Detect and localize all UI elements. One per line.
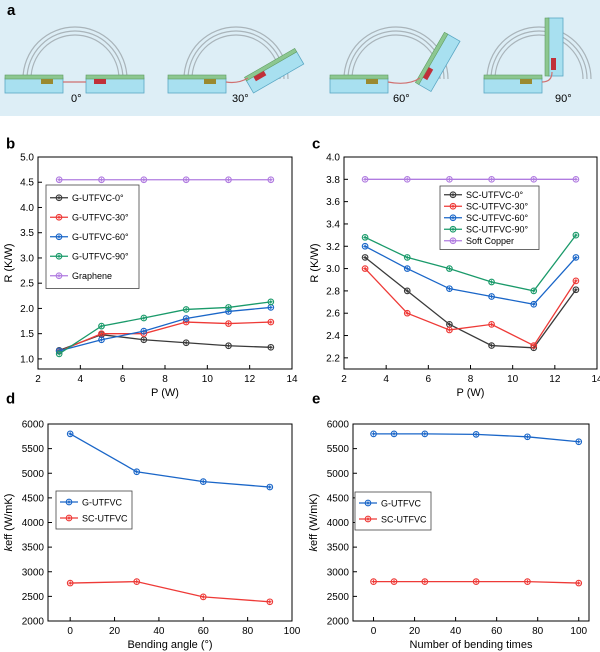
data-point	[183, 177, 189, 183]
x-tick-label: 8	[162, 374, 168, 385]
legend-entry: G-UTFVC-0°	[72, 193, 124, 203]
x-tick-label: 10	[202, 374, 214, 385]
y-tick-label: 5.0	[20, 153, 34, 164]
data-point-ring	[140, 327, 148, 335]
data-point-ring	[225, 320, 232, 327]
legend-swatch-marker	[56, 273, 62, 279]
legend-entry: G-UTFVC-30°	[72, 213, 129, 223]
data-point-ring	[267, 343, 275, 351]
data-point	[56, 351, 62, 357]
legend-swatch-marker-ring	[55, 233, 63, 241]
y-tick-label: 1.5	[20, 329, 34, 340]
y-tick-label: 2.0	[20, 304, 34, 315]
data-point	[268, 299, 274, 305]
y-axis-label: R (K/W)	[3, 243, 15, 282]
angle-label-30: 30°	[232, 93, 249, 105]
x-tick-label: 12	[244, 374, 256, 385]
angle-label-0: 0°	[71, 93, 82, 105]
data-point-ring	[267, 318, 275, 326]
data-point-ring	[182, 306, 190, 313]
angle-label-60: 60°	[393, 93, 410, 105]
data-point	[226, 305, 231, 310]
y-tick-label: 4.5	[20, 178, 34, 189]
data-point	[226, 343, 231, 349]
legend-swatch-marker	[56, 195, 62, 201]
data-point	[141, 177, 147, 183]
data-point-ring	[98, 322, 105, 330]
data-point-ring	[267, 298, 275, 306]
data-point	[268, 344, 274, 350]
legend: G-UTFVC-0° G-UTFVC-30° G-UTFVC-60° G-UTFVC-…	[45, 184, 140, 289]
data-point-ring	[140, 314, 148, 322]
y-tick-label: 3.5	[20, 228, 34, 239]
legend-swatch-marker-ring	[55, 213, 63, 221]
data-point	[183, 340, 189, 346]
series-line	[58, 301, 271, 355]
data-point	[226, 309, 231, 314]
data-point	[183, 316, 189, 321]
x-tick-label: 4	[78, 374, 84, 385]
x-tick-label: 14	[286, 374, 298, 385]
x-tick-label: 2	[35, 374, 41, 385]
diagram-60-degree	[329, 26, 461, 94]
legend-entry: G-UTFVC-90°	[72, 252, 129, 262]
legend-swatch-marker	[56, 234, 62, 240]
data-point-ring	[225, 342, 232, 350]
data-point	[99, 323, 104, 329]
diagram-90-degree	[483, 17, 592, 94]
data-point	[141, 328, 147, 334]
data-point-ring	[98, 336, 105, 344]
legend-swatch-marker-ring	[55, 194, 63, 202]
y-tick-label: 4.0	[20, 203, 34, 214]
panel-b-label: b	[6, 135, 15, 152]
data-point-ring	[182, 339, 190, 347]
data-point-ring	[140, 176, 148, 184]
legend-entry: G-UTFVC-60°	[72, 232, 129, 242]
data-point	[226, 321, 231, 326]
data-point-ring	[182, 176, 190, 184]
legend-swatch-marker	[56, 253, 62, 259]
data-point	[141, 337, 147, 343]
series-Graphene	[55, 176, 275, 184]
y-tick-label: 2.5	[20, 279, 34, 290]
panel-a-illustration: a	[0, 0, 600, 116]
bending-diagrams	[4, 17, 592, 94]
data-point	[183, 319, 189, 325]
data-point	[99, 177, 104, 183]
diagram-30-degree	[167, 26, 305, 94]
data-point	[183, 307, 189, 312]
series-line	[59, 306, 271, 352]
data-point	[99, 331, 104, 337]
angle-label-90: 90°	[555, 93, 572, 105]
panel-a-label: a	[7, 2, 16, 19]
diagram-0-degree	[4, 26, 145, 94]
data-point-ring	[267, 176, 275, 184]
series-line	[58, 321, 271, 352]
data-point-ring	[225, 304, 232, 311]
x-axis-label: P (W)	[151, 387, 179, 399]
data-point	[268, 177, 274, 183]
legend-swatch-marker-ring	[55, 272, 63, 280]
data-point	[141, 315, 147, 321]
legend-entry: Graphene	[72, 271, 112, 281]
data-point-ring	[225, 176, 232, 184]
data-point-ring	[182, 315, 190, 322]
legend-swatch-marker	[56, 214, 62, 220]
legend-swatch-marker-ring	[55, 252, 63, 260]
data-point	[268, 305, 274, 310]
data-point-ring	[98, 176, 105, 184]
data-point-ring	[55, 350, 63, 358]
data-point	[99, 337, 104, 343]
data-point	[56, 177, 62, 183]
y-tick-label: 1.0	[20, 354, 34, 365]
series-G-UTFVC-90°	[55, 298, 275, 358]
y-tick-label: 3.0	[20, 253, 34, 264]
data-point-ring	[55, 176, 63, 184]
data-point	[268, 319, 274, 325]
x-tick-label: 6	[120, 374, 126, 385]
data-point	[226, 177, 231, 183]
